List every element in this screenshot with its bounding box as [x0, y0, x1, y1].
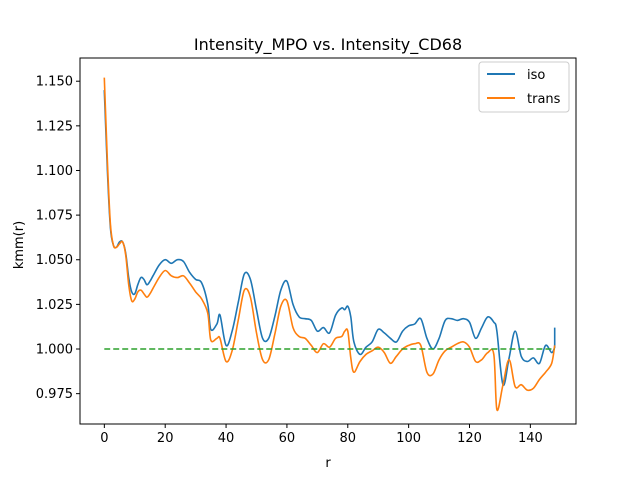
x-tick-label: 60 [279, 431, 296, 446]
y-tick-label: 1.000 [36, 343, 73, 358]
x-tick-label: 140 [518, 431, 543, 446]
legend-label-trans: trans [527, 92, 561, 107]
series-line-trans [103, 77, 556, 412]
legend: iso trans [478, 61, 570, 113]
x-axis-label: r [325, 456, 331, 471]
plot-area [103, 77, 556, 412]
x-tick-label: 40 [218, 431, 235, 446]
y-tick-label: 0.975 [36, 387, 73, 402]
x-tick-label: 120 [457, 431, 482, 446]
x-tick-label: 0 [100, 431, 108, 446]
y-tick-label: 1.025 [36, 298, 73, 313]
x-tick-label: 100 [396, 431, 421, 446]
y-tick-label: 1.150 [36, 75, 73, 90]
legend-label-iso: iso [527, 68, 545, 83]
plot-frame [79, 57, 577, 425]
y-tick-label: 1.125 [36, 119, 73, 134]
x-tick-label: 80 [340, 431, 357, 446]
chart-title: Intensity_MPO vs. Intensity_CD68 [194, 35, 462, 55]
x-tick-label: 20 [157, 431, 174, 446]
y-tick-label: 1.100 [36, 164, 73, 179]
y-axis-ticks: 0.975 1.000 1.025 1.050 1.075 1.100 1.125 1.150 [36, 75, 80, 402]
y-tick-label: 1.075 [36, 209, 73, 224]
y-axis-label: kmm(r) [12, 221, 27, 269]
x-axis-ticks: 0 20 40 60 80 100 120 140 [100, 424, 543, 446]
y-tick-label: 1.050 [36, 253, 73, 268]
series-line-iso [103, 90, 556, 387]
